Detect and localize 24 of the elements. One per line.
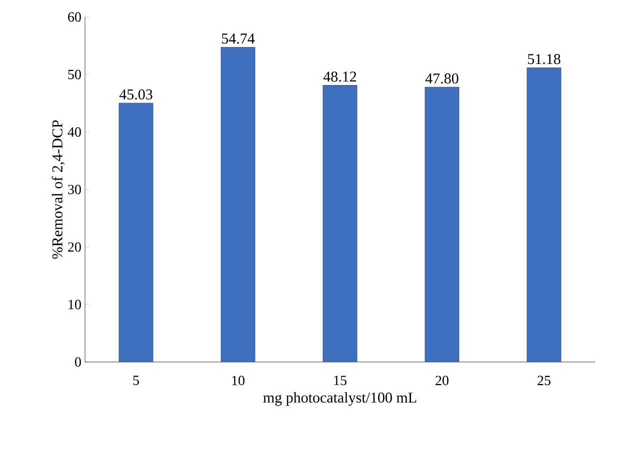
y-tick-label: 0 [75, 357, 81, 367]
bar [118, 102, 154, 362]
y-tick-label: 60 [68, 12, 81, 22]
y-tick-label: 20 [68, 242, 81, 252]
data-label: 45.03 [119, 89, 152, 100]
y-tick-label: 30 [68, 184, 81, 194]
x-tick-label: 15 [334, 376, 346, 386]
bar [526, 68, 562, 362]
x-tick-label: 10 [232, 376, 244, 386]
x-tick-label: 20 [436, 376, 448, 386]
y-axis-title: %Removal of 2,4-DCP [52, 120, 65, 259]
y-tick-label: 40 [68, 127, 81, 137]
x-tick-label: 25 [538, 376, 550, 386]
bar [424, 86, 460, 362]
y-tick-label: 10 [68, 300, 81, 310]
bar [220, 47, 256, 362]
x-tick-label: 5 [133, 376, 139, 386]
data-label: 48.12 [323, 72, 356, 82]
x-axis-title: mg photocatalyst/100 mL [263, 392, 416, 406]
bar [322, 85, 358, 362]
data-label: 51.18 [528, 54, 560, 64]
data-label: 47.80 [425, 73, 458, 84]
data-label: 54.74 [222, 34, 255, 44]
y-tick-label: 50 [68, 70, 81, 80]
